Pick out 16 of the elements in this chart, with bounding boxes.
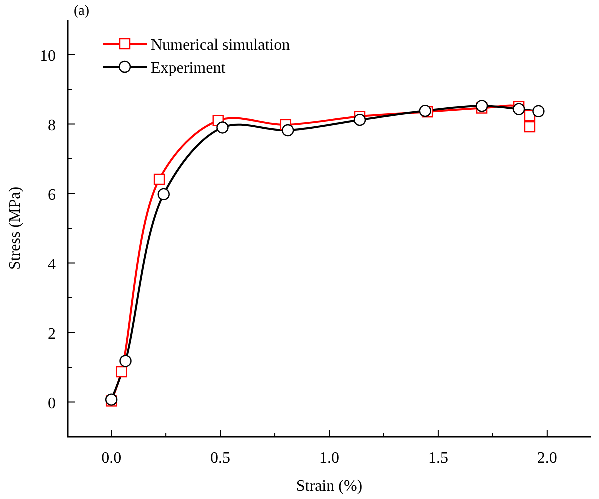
x-tick-label: 1.5 (428, 450, 448, 467)
y-tick-label: 2 (48, 326, 56, 343)
y-tick-label: 4 (48, 256, 56, 274)
y-tick-label: 0 (48, 395, 56, 412)
x-tick-label: 2.0 (537, 450, 558, 467)
y-axis-title: Stress (MPa) (7, 186, 24, 270)
x-tick-label: 1.0 (320, 450, 340, 467)
x-tick-label: 0.0 (102, 450, 122, 467)
y-tick-label: 10 (40, 48, 56, 65)
y-tick-label: 6 (48, 186, 56, 204)
legend-label: Experiment (151, 60, 226, 77)
x-axis-title: Strain (%) (296, 478, 363, 495)
y-tick-label: 8 (48, 117, 56, 134)
text: (a) (74, 4, 90, 19)
legend-label: Numerical simulation (151, 37, 290, 54)
x-tick-label: 0.5 (210, 450, 231, 467)
